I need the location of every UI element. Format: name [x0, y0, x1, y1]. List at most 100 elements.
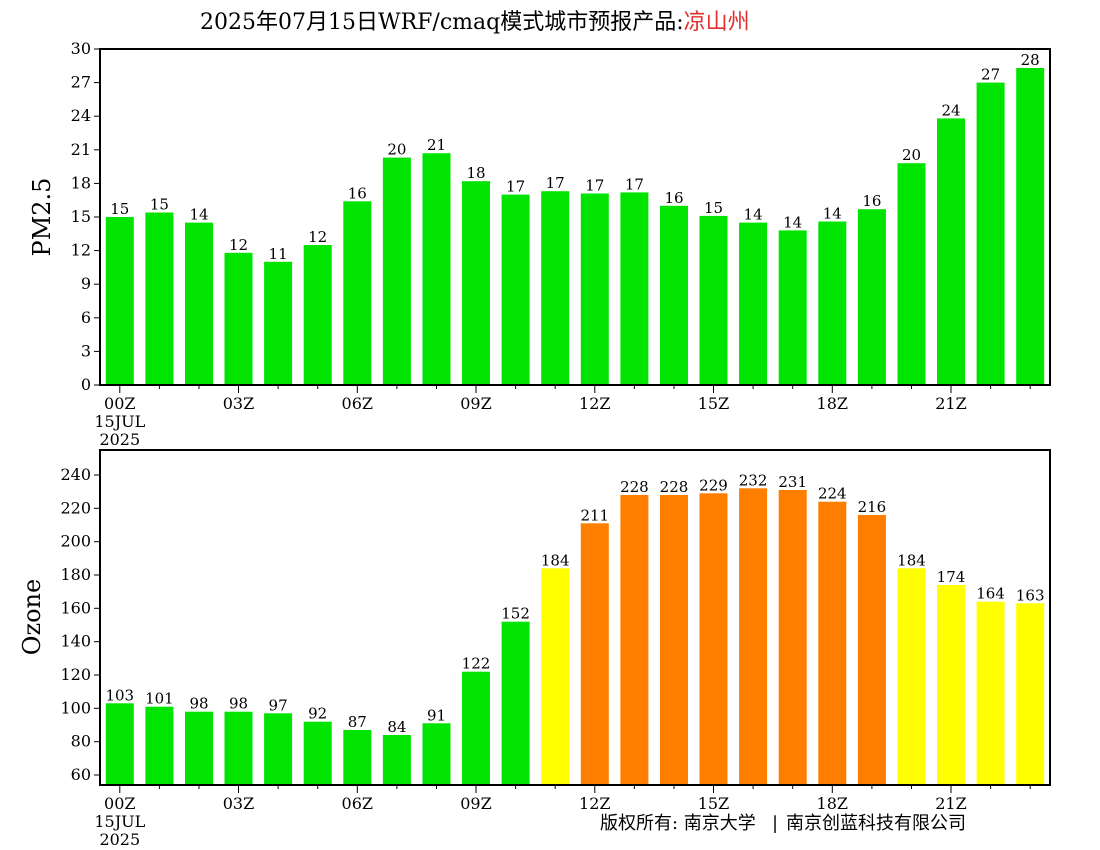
pm25-bar — [224, 252, 253, 385]
pm25-bar — [185, 222, 213, 385]
pm25-y-tick-label: 0 — [81, 375, 91, 394]
ozone-bar — [818, 501, 847, 785]
pm25-bar — [778, 230, 807, 385]
ozone-value-label: 152 — [501, 605, 530, 623]
ozone-bar — [580, 523, 609, 785]
pm25-y-tick-label: 3 — [81, 341, 91, 360]
ozone-bar — [739, 488, 768, 785]
pm25-value-label: 16 — [664, 189, 683, 207]
ozone-bar — [422, 723, 451, 785]
pm25-value-label: 15 — [150, 196, 169, 214]
ozone-value-label: 228 — [620, 478, 649, 496]
pm25-bar — [580, 193, 609, 385]
pm25-bar — [739, 222, 768, 385]
pm25-value-label: 15 — [704, 199, 723, 217]
pm25-value-label: 12 — [229, 236, 248, 254]
pm25-value-label: 14 — [189, 206, 208, 224]
pm25-value-label: 17 — [585, 177, 604, 195]
copyright-separator: | — [772, 813, 778, 834]
ozone-value-label: 211 — [580, 506, 609, 524]
pm25-value-label: 20 — [902, 146, 921, 164]
ozone-value-label: 84 — [387, 718, 406, 736]
pm25-y-tick-label: 18 — [71, 173, 91, 192]
ozone-y-tick-label: 240 — [60, 465, 91, 484]
ozone-value-label: 91 — [427, 706, 446, 724]
ozone-bar — [620, 495, 649, 785]
ozone-y-tick-label: 220 — [60, 498, 91, 517]
ozone-value-label: 92 — [308, 705, 327, 723]
chart-title: 2025年07月15日WRF/cmaq模式城市预报产品:凉山州 — [200, 10, 750, 35]
ozone-bar — [1016, 603, 1045, 785]
pm25-bar — [501, 194, 530, 385]
copyright-right: 南京创蓝科技有限公司 — [786, 813, 966, 834]
ozone-bar — [778, 490, 807, 785]
ozone-value-label: 229 — [699, 476, 728, 494]
ozone-value-label: 98 — [229, 695, 248, 713]
pm25-value-label: 14 — [783, 213, 802, 231]
pm25-value-label: 17 — [625, 175, 644, 193]
pm25-y-tick-label: 30 — [71, 39, 91, 58]
ozone-value-label: 224 — [818, 485, 847, 503]
ozone-value-label: 163 — [1016, 586, 1045, 604]
pm25-value-label: 18 — [466, 164, 485, 182]
ozone-y-tick-label: 200 — [60, 532, 91, 551]
ozone-y-tick-label: 180 — [60, 565, 91, 584]
ozone-value-label: 184 — [897, 551, 926, 569]
pm25-bar — [660, 205, 688, 385]
pm25-value-label: 20 — [387, 141, 406, 159]
ozone-value-label: 97 — [269, 696, 288, 714]
ozone-x-tick-label: 21Z — [935, 794, 966, 813]
ozone-bar — [105, 703, 134, 785]
ozone-value-label: 228 — [660, 478, 689, 496]
ozone-x-tick-label: 18Z — [817, 794, 848, 813]
pm25-x-tick-label: 12Z — [579, 394, 610, 413]
pm25-y-tick-label: 21 — [71, 140, 91, 159]
ozone-value-label: 232 — [739, 471, 768, 489]
ozone-x-date-year: 2025 — [99, 830, 140, 849]
ozone-value-label: 216 — [858, 498, 887, 516]
ozone-bar — [382, 735, 411, 785]
pm25-y-tick-label: 9 — [81, 274, 91, 293]
ozone-value-label: 103 — [105, 686, 134, 704]
pm25-y-tick-label: 6 — [81, 308, 91, 327]
pm25-bar — [897, 163, 926, 385]
ozone-value-label: 87 — [348, 713, 367, 731]
pm25-bar — [1016, 68, 1045, 385]
ozone-value-label: 98 — [189, 695, 208, 713]
pm25-bar — [937, 118, 965, 386]
ozone-y-tick-label: 60 — [71, 765, 91, 784]
ozone-bar — [303, 721, 332, 785]
pm25-y-tick-label: 27 — [71, 73, 91, 92]
ozone-y-tick-label: 80 — [71, 732, 91, 751]
ozone-bar — [699, 493, 728, 785]
pm25-value-label: 14 — [823, 205, 842, 223]
pm25-bar — [818, 221, 847, 385]
pm25-x-tick-label: 03Z — [223, 394, 254, 413]
pm25-bar — [541, 191, 570, 385]
ozone-panel: 103 101 98 98 97 92 87 84 91 122 152 184 211 228 228 22… — [18, 449, 1051, 849]
pm25-y-tick-label: 12 — [71, 241, 91, 260]
pm25-x-tick-label: 00Z — [104, 394, 135, 413]
pm25-bar — [857, 209, 886, 385]
pm25-value-label: 17 — [546, 174, 565, 192]
pm25-bar — [382, 157, 411, 385]
pm25-x-tick-label: 18Z — [817, 394, 848, 413]
ozone-x-date-day: 15JUL — [94, 812, 145, 831]
pm25-value-label: 11 — [269, 245, 288, 263]
pm25-bar — [462, 181, 490, 385]
ozone-bar — [976, 601, 1005, 785]
pm25-x-date-day: 15JUL — [94, 412, 145, 431]
ozone-y-tick-label: 140 — [60, 632, 91, 651]
ozone-x-tick-label: 09Z — [460, 794, 491, 813]
pm25-value-label: 24 — [941, 101, 960, 119]
ozone-value-label: 174 — [937, 568, 966, 586]
pm25-bar — [699, 215, 728, 385]
ozone-y-axis-label: Ozone — [18, 579, 46, 655]
ozone-bar — [224, 711, 253, 785]
pm25-value-label: 14 — [744, 206, 763, 224]
ozone-bar — [343, 730, 372, 785]
ozone-y-tick-label: 120 — [60, 665, 91, 684]
pm25-panel: 15 15 14 12 11 12 16 20 21 18 17 17 17 17 16 15 14 14 14 16… — [28, 39, 1051, 449]
ozone-y-tick-label: 100 — [60, 698, 91, 717]
ozone-value-label: 164 — [976, 585, 1005, 603]
